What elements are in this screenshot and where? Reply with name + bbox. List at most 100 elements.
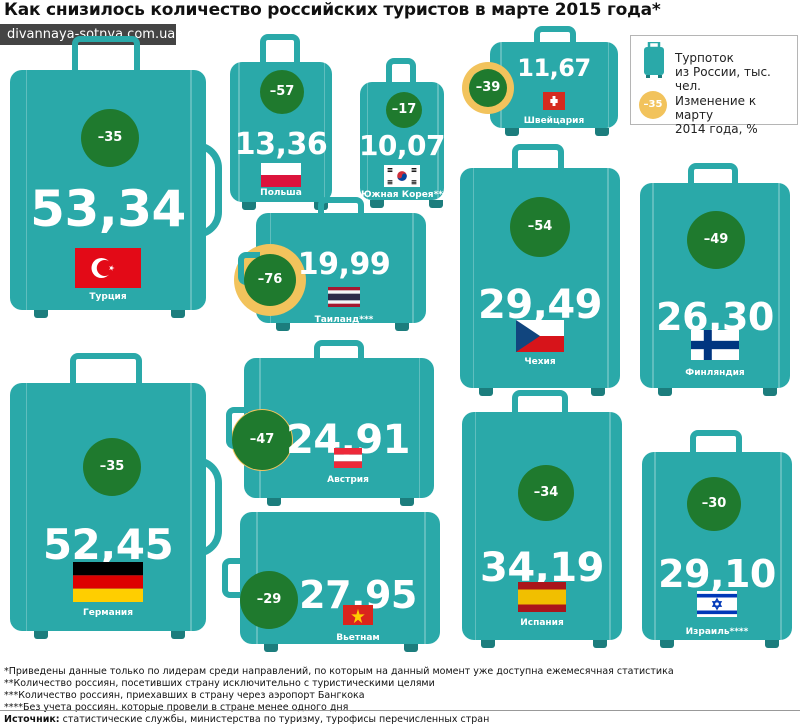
change-circle: –49	[687, 211, 745, 269]
legend-change-line1: Изменение к марту	[675, 94, 757, 122]
tourist-flow-value: 19,99	[297, 247, 391, 282]
suitcase-stripe	[652, 183, 654, 388]
country-label: Польша	[260, 188, 302, 198]
footnote: **Количество россиян, посетивших страну …	[4, 678, 435, 689]
change-circle: –34	[518, 465, 574, 521]
suitcase-handle	[386, 58, 416, 88]
source-label: Источник:	[4, 714, 60, 725]
tourist-flow-value: 29,10	[658, 552, 776, 596]
legend-change-label: Изменение к марту 2014 года, %	[675, 94, 797, 136]
suitcase-wheel	[242, 202, 257, 210]
suitcase-wheel	[370, 200, 385, 208]
suitcase-wheel	[33, 310, 48, 318]
suitcase-wheel	[170, 631, 185, 639]
suitcase-stripe	[474, 412, 477, 640]
suitcase-side-handle	[196, 457, 222, 557]
legend-flow-line1: Турпоток	[675, 51, 734, 65]
suitcase-stripe	[190, 383, 192, 631]
change-circle: –57	[260, 70, 304, 114]
flag-icon	[73, 562, 143, 602]
suitcase-handle	[72, 36, 140, 76]
legend: Турпоток из России, тыс. чел. –35 Измене…	[630, 35, 798, 136]
suitcase-handle	[512, 144, 564, 174]
suitcase-wheel	[591, 388, 606, 396]
suitcase-stripe	[25, 70, 28, 310]
suitcase-wheel	[170, 310, 185, 318]
footnotes: *Приведены данные только по лидерам сред…	[4, 666, 799, 714]
tourist-flow-value: 53,34	[30, 180, 186, 238]
flag-icon	[343, 605, 373, 625]
suitcase-stripe	[609, 412, 611, 640]
suitcase-wheel	[765, 640, 779, 648]
footnote: *Приведены данные только по лидерам сред…	[4, 666, 674, 677]
suitcase-stripe	[780, 452, 782, 640]
suitcase-wheel	[658, 388, 672, 396]
suitcase-stripe	[412, 213, 414, 323]
suitcase-wheel	[594, 128, 609, 136]
country-label: Южная Корея**	[360, 190, 443, 200]
flag-icon	[543, 92, 565, 110]
flag-icon	[691, 330, 739, 360]
flag-icon	[75, 248, 141, 288]
suitcase-handle	[690, 430, 742, 458]
suitcase-wheel	[276, 323, 291, 331]
country-label: Испания	[520, 618, 564, 628]
suitcase-stripe	[778, 183, 780, 388]
suitcase-wheel	[505, 128, 520, 136]
suitcase-stripe	[366, 82, 369, 200]
suitcase-stripe	[323, 62, 326, 202]
country-label: Таиланд***	[314, 315, 374, 325]
flag-icon	[697, 591, 737, 617]
legend-change-sample: –35	[639, 91, 667, 119]
flag-icon	[328, 287, 360, 307]
flag-icon	[518, 582, 566, 612]
country-label: Финляндия	[685, 368, 745, 378]
suitcase-stripe	[437, 82, 439, 200]
flag-icon	[261, 163, 301, 187]
suitcase-stripe	[238, 62, 240, 202]
change-circle: –30	[687, 477, 741, 531]
suitcase-stripe	[607, 168, 609, 388]
suitcase-wheel	[395, 323, 410, 331]
suitcase-wheel	[763, 388, 777, 396]
suitcase-stripe	[607, 42, 610, 128]
change-circle: –47	[232, 410, 292, 470]
suitcase-wheel	[479, 388, 494, 396]
suitcase-stripe	[190, 70, 192, 310]
source-line: Источник: статистические службы, министе…	[4, 714, 489, 725]
tourist-flow-value: 29,49	[477, 282, 603, 328]
legend-change-line2: 2014 года, %	[675, 122, 758, 136]
suitcase-side-handle	[196, 142, 222, 238]
suitcase-handle	[534, 26, 576, 48]
source-text: статистические службы, министерства по т…	[59, 714, 490, 725]
change-circle: –17	[386, 92, 422, 128]
suitcase-wheel	[33, 631, 48, 639]
flag-icon	[516, 320, 564, 352]
suitcase-handle	[260, 34, 300, 68]
country-label: Турция	[89, 292, 127, 302]
country-label: Германия	[82, 608, 133, 618]
suitcase-stripe	[424, 512, 426, 644]
suitcase-wheel	[481, 640, 496, 648]
suitcase-handle	[688, 163, 738, 189]
footnote: ***Количество россиян, приехавших в стра…	[4, 690, 365, 701]
suitcase-handle	[512, 390, 568, 418]
country-label: Израиль****	[685, 627, 749, 637]
suitcase-side-handle	[222, 558, 244, 598]
suitcase-stripe	[472, 168, 475, 388]
suitcase-stripe	[654, 452, 656, 640]
legend-flow-line2: из России, тыс. чел.	[675, 65, 771, 93]
flag-icon	[334, 448, 362, 468]
tourist-flow-value: 10,07	[358, 129, 446, 162]
suitcase-stripe	[418, 358, 421, 498]
legend-flow-label: Турпоток из России, тыс. чел.	[675, 51, 797, 93]
suitcase-handle	[70, 353, 142, 389]
suitcase-wheel	[428, 200, 443, 208]
suitcase-wheel	[264, 644, 278, 652]
suitcase-handle	[314, 340, 364, 364]
suitcase-wheel	[399, 498, 414, 506]
suitcase-handle	[318, 197, 364, 219]
country-label: Швейцария	[523, 116, 585, 126]
tourist-flow-value: 11,67	[517, 54, 591, 82]
change-circle: –29	[240, 571, 298, 629]
